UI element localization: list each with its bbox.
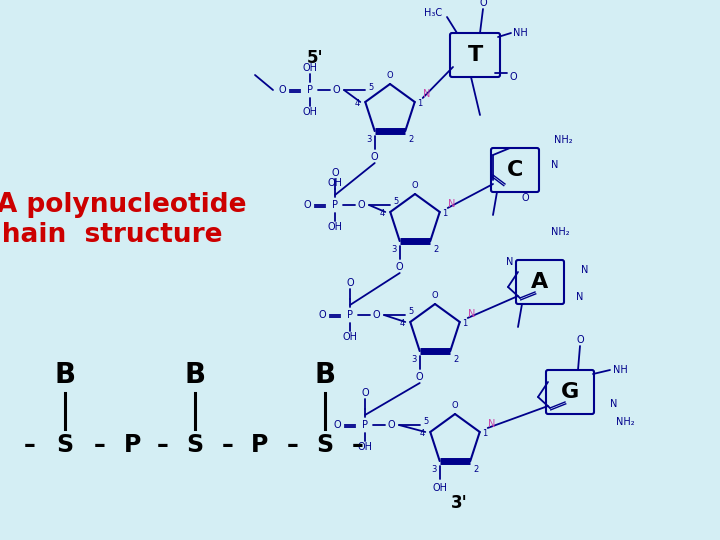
Text: H₃C: H₃C	[424, 8, 442, 18]
Text: 5: 5	[369, 83, 374, 91]
Text: N: N	[488, 419, 495, 429]
Text: 4: 4	[400, 320, 405, 328]
Text: C: C	[507, 160, 523, 180]
Text: N: N	[506, 257, 513, 267]
Text: 4: 4	[355, 99, 360, 109]
Text: S: S	[186, 433, 204, 457]
Text: O: O	[332, 85, 340, 95]
Text: B: B	[55, 361, 76, 389]
Text: NH₂: NH₂	[551, 227, 570, 237]
Text: –: –	[287, 433, 299, 457]
Text: 5: 5	[393, 198, 399, 206]
Text: N: N	[611, 399, 618, 409]
Text: O: O	[318, 310, 326, 320]
Text: OH: OH	[432, 483, 447, 493]
Text: O: O	[396, 262, 403, 272]
FancyBboxPatch shape	[491, 148, 539, 192]
FancyBboxPatch shape	[450, 33, 500, 77]
Text: O: O	[480, 0, 487, 8]
Text: P: P	[362, 420, 368, 430]
Text: OH: OH	[328, 222, 343, 232]
Text: N: N	[581, 265, 589, 275]
Text: 5: 5	[408, 307, 413, 316]
Text: N: N	[552, 160, 559, 170]
Text: OH: OH	[302, 63, 318, 73]
Text: N: N	[468, 309, 475, 319]
Text: 5: 5	[423, 417, 428, 427]
Text: NH₂: NH₂	[616, 417, 634, 427]
Text: P: P	[251, 433, 269, 457]
Text: OH: OH	[343, 332, 358, 342]
Text: O: O	[331, 168, 339, 178]
Text: P: P	[307, 85, 313, 95]
Text: 1: 1	[442, 210, 447, 219]
Text: O: O	[521, 193, 528, 203]
Text: O: O	[432, 292, 438, 300]
Text: 3: 3	[431, 464, 436, 474]
Text: NH: NH	[613, 365, 627, 375]
Text: 3: 3	[411, 355, 416, 363]
Text: 1: 1	[417, 99, 423, 109]
Text: B: B	[184, 361, 206, 389]
Text: 1: 1	[462, 320, 467, 328]
Text: P: P	[347, 310, 353, 320]
Text: N: N	[448, 199, 456, 209]
Text: 5': 5'	[307, 49, 323, 67]
Text: P: P	[125, 433, 142, 457]
Text: G: G	[561, 382, 579, 402]
Text: T: T	[467, 45, 482, 65]
Text: S: S	[56, 433, 73, 457]
Text: O: O	[576, 335, 584, 345]
Text: P: P	[332, 200, 338, 210]
Text: 3: 3	[366, 134, 372, 144]
Text: –: –	[157, 433, 169, 457]
Text: N: N	[423, 89, 431, 99]
Text: –: –	[94, 433, 106, 457]
Text: B: B	[315, 361, 336, 389]
Text: O: O	[333, 420, 341, 430]
Text: O: O	[361, 388, 369, 398]
Text: 4: 4	[420, 429, 425, 438]
Text: O: O	[412, 181, 418, 191]
Text: 3: 3	[391, 245, 397, 254]
Text: O: O	[509, 72, 517, 82]
Text: A: A	[531, 272, 549, 292]
Text: OH: OH	[358, 442, 372, 452]
Text: O: O	[278, 85, 286, 95]
Text: NH₂: NH₂	[554, 135, 572, 145]
Text: O: O	[387, 71, 393, 80]
Text: O: O	[372, 310, 380, 320]
Text: DNA polynucleotide
 chain  structure: DNA polynucleotide chain structure	[0, 192, 247, 248]
Text: O: O	[346, 278, 354, 288]
FancyBboxPatch shape	[516, 260, 564, 304]
FancyBboxPatch shape	[546, 370, 594, 414]
Text: O: O	[416, 372, 423, 382]
Text: O: O	[371, 152, 379, 162]
Text: 1: 1	[482, 429, 487, 438]
Text: –: –	[222, 433, 234, 457]
Text: –: –	[352, 433, 364, 457]
Text: 3': 3'	[451, 494, 468, 512]
Text: 2: 2	[433, 245, 439, 254]
Text: OH: OH	[328, 178, 343, 188]
Text: 2: 2	[474, 464, 479, 474]
Text: NH: NH	[513, 28, 527, 38]
Text: O: O	[303, 200, 311, 210]
Text: O: O	[387, 420, 395, 430]
Text: 4: 4	[379, 210, 385, 219]
Text: 2: 2	[409, 134, 414, 144]
Text: N: N	[576, 292, 584, 302]
Text: OH: OH	[302, 107, 318, 117]
Text: O: O	[451, 402, 459, 410]
Text: 2: 2	[454, 355, 459, 363]
Text: S: S	[316, 433, 333, 457]
Text: –: –	[24, 433, 36, 457]
Text: O: O	[357, 200, 365, 210]
